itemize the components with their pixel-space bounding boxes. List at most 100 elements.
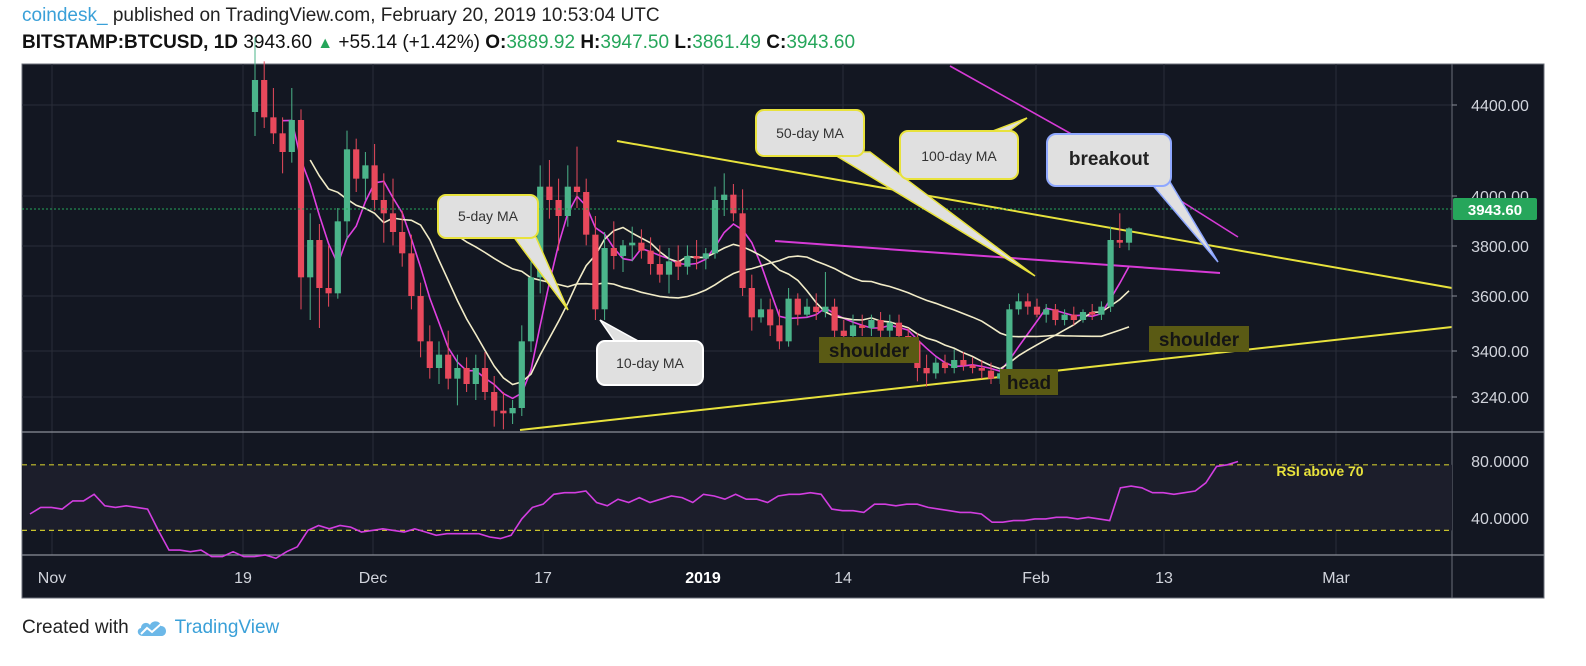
candle-33 bbox=[555, 178, 562, 251]
price-tick-label-5: 3240.00 bbox=[1471, 390, 1529, 407]
high-label: H: bbox=[580, 32, 601, 53]
rsi-pane: 80.0000 40.0000 bbox=[22, 454, 1529, 560]
candle-15 bbox=[389, 178, 397, 246]
candle-body-50 bbox=[711, 200, 719, 254]
price-tick-label-0: 4400.00 bbox=[1471, 98, 1529, 115]
rsi-tick-label-1: 40.0000 bbox=[1471, 511, 1529, 528]
candle-body-30 bbox=[527, 277, 535, 342]
candle-17 bbox=[408, 234, 415, 310]
publish-info: coindesk_ published on TradingView.com, … bbox=[22, 5, 660, 27]
candle-77 bbox=[960, 352, 967, 371]
candle-45 bbox=[665, 248, 673, 294]
candle-body-95 bbox=[1125, 228, 1133, 243]
candle-body-47 bbox=[684, 256, 691, 267]
candle-49 bbox=[702, 248, 709, 270]
candle-body-80 bbox=[987, 370, 995, 379]
candle-43 bbox=[647, 237, 654, 275]
candle-0 bbox=[251, 37, 259, 136]
candle-57 bbox=[776, 309, 783, 350]
candle-body-20 bbox=[435, 354, 443, 368]
close-value: 3943.60 bbox=[786, 32, 856, 53]
open-value: 3889.92 bbox=[506, 32, 576, 53]
candle-55 bbox=[757, 298, 765, 323]
candle-body-34 bbox=[564, 186, 571, 216]
price-tick-label-4: 3400.00 bbox=[1471, 344, 1529, 361]
candle-body-57 bbox=[776, 325, 783, 342]
price-change: +55.14 (+1.42%) bbox=[338, 32, 480, 53]
candle-body-8 bbox=[325, 288, 332, 294]
candle-62 bbox=[822, 272, 829, 318]
candle-body-29 bbox=[518, 341, 525, 408]
candle-35 bbox=[573, 146, 581, 208]
callout-breakout: breakout bbox=[1046, 133, 1219, 263]
candle-body-23 bbox=[463, 368, 470, 384]
label-shoulder-left-text: shoulder bbox=[829, 341, 910, 362]
candle-body-17 bbox=[408, 253, 415, 296]
rsi-line bbox=[29, 460, 1239, 560]
candle-body-63 bbox=[831, 306, 838, 331]
candle-body-49 bbox=[702, 253, 709, 259]
candle-74 bbox=[932, 357, 939, 379]
candle-body-83 bbox=[1015, 301, 1022, 310]
last-price: 3943.60 bbox=[243, 32, 313, 53]
candle-79 bbox=[978, 360, 985, 379]
candle-67 bbox=[868, 314, 875, 336]
candle-85 bbox=[1033, 298, 1041, 318]
label-shoulder-right: shoulder bbox=[1149, 326, 1249, 352]
candle-16 bbox=[399, 210, 406, 267]
candle-86 bbox=[1043, 304, 1050, 323]
candle-body-46 bbox=[675, 261, 682, 267]
lower-trendline bbox=[519, 326, 1453, 431]
candle-body-38 bbox=[601, 248, 608, 310]
candle-body-77 bbox=[960, 360, 967, 366]
tradingview-cloud-icon bbox=[137, 621, 166, 636]
candle-23 bbox=[463, 357, 470, 392]
candle-body-3 bbox=[279, 133, 286, 152]
neckline bbox=[774, 240, 1221, 274]
candle-body-52 bbox=[730, 194, 737, 214]
candle-38 bbox=[601, 232, 608, 320]
candle-40 bbox=[619, 240, 627, 272]
candle-body-4 bbox=[288, 120, 295, 152]
candle-46 bbox=[675, 245, 682, 280]
candle-body-79 bbox=[978, 368, 985, 371]
candle-47 bbox=[684, 245, 691, 275]
time-tick-label-4: 2019 bbox=[685, 570, 721, 587]
publisher-name[interactable]: coindesk_ bbox=[22, 5, 108, 26]
candle-9 bbox=[334, 208, 341, 299]
candle-body-74 bbox=[932, 362, 939, 374]
open-label: O: bbox=[485, 32, 507, 53]
candle-body-14 bbox=[380, 200, 387, 214]
time-tick-label-8: Mar bbox=[1322, 570, 1350, 587]
candle-body-82 bbox=[1006, 309, 1013, 374]
candle-body-25 bbox=[481, 368, 489, 392]
callout-ma50-text: 50-day MA bbox=[776, 125, 844, 141]
candle-52 bbox=[730, 184, 737, 222]
candle-body-90 bbox=[1079, 312, 1087, 320]
time-tick-label-7: 13 bbox=[1155, 570, 1173, 587]
candle-95 bbox=[1125, 227, 1133, 251]
candle-body-58 bbox=[785, 298, 792, 342]
candle-51 bbox=[721, 173, 728, 216]
last-price-badge-text: 3943.60 bbox=[1468, 202, 1522, 219]
candle-body-53 bbox=[739, 213, 746, 288]
candle-82 bbox=[1006, 304, 1013, 379]
candle-56 bbox=[767, 298, 774, 336]
tradingview-brand[interactable]: TradingView bbox=[174, 617, 280, 638]
candle-body-67 bbox=[868, 320, 875, 328]
candle-body-84 bbox=[1024, 301, 1031, 307]
candle-body-56 bbox=[767, 309, 774, 326]
candle-body-69 bbox=[886, 322, 893, 331]
candle-body-7 bbox=[316, 240, 323, 288]
candle-body-42 bbox=[638, 242, 645, 251]
label-head: head bbox=[1000, 369, 1058, 395]
candle-44 bbox=[656, 245, 663, 283]
candle-68 bbox=[877, 312, 884, 339]
price-tick-label-3: 3600.00 bbox=[1471, 289, 1529, 306]
candle-body-35 bbox=[573, 186, 581, 192]
price-tick-label-2: 3800.00 bbox=[1471, 239, 1529, 256]
candle-59 bbox=[794, 293, 801, 326]
candle-body-59 bbox=[794, 298, 801, 315]
time-axis-ticks: Nov 19 Dec 17 2019 14 Feb 13 Mar bbox=[38, 570, 1351, 587]
